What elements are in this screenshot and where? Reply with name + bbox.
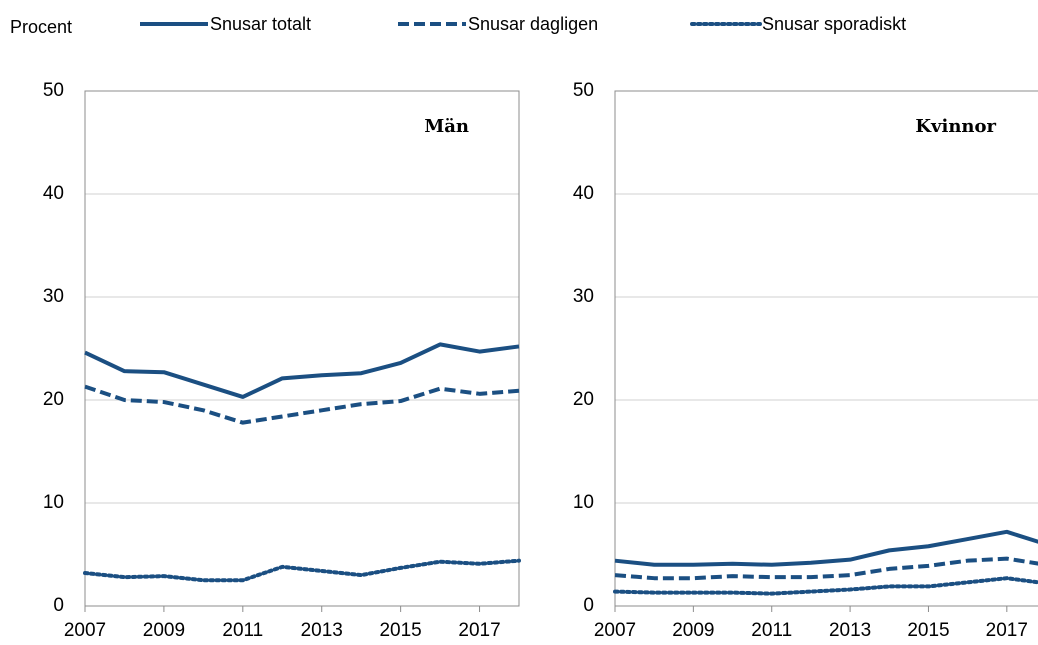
y-tick-label: 0 (53, 595, 64, 616)
y-tick-label: 10 (573, 492, 594, 513)
series-line (84, 342, 520, 399)
y-tick-label: 0 (583, 595, 594, 616)
x-tick-label: 2017 (458, 620, 500, 641)
x-tick-label: 2009 (143, 620, 185, 641)
panel-title: Kvinnor (915, 116, 996, 137)
x-tick-label: 2013 (301, 620, 343, 641)
y-tick-label: 30 (43, 286, 64, 307)
series-line (83, 558, 521, 583)
y-tick-label: 40 (573, 183, 594, 204)
y-tick-label: 20 (573, 389, 594, 410)
series-line (614, 529, 1038, 567)
legend-label: Snusar totalt (210, 14, 311, 34)
x-tick-label: 2013 (829, 620, 871, 641)
y-axis-label: Procent (10, 17, 72, 37)
series-line (614, 556, 1038, 581)
y-tick-label: 50 (43, 80, 64, 101)
x-tick-label: 2007 (594, 620, 636, 641)
legend-label: Snusar sporadiskt (762, 14, 906, 34)
x-tick-label: 2015 (907, 620, 949, 641)
panel-title: Män (424, 116, 469, 137)
y-tick-label: 30 (573, 286, 594, 307)
series-line (84, 384, 520, 425)
x-tick-label: 2011 (751, 620, 792, 641)
x-tick-label: 2017 (986, 620, 1028, 641)
y-tick-label: 40 (43, 183, 64, 204)
panel: 0 10 20 30 40 50 2007 2009 2011 2013 2015 2017 Män (43, 80, 521, 641)
y-tick-label: 10 (43, 492, 64, 513)
y-tick-label: 50 (573, 80, 594, 101)
legend-label: Snusar dagligen (468, 14, 598, 34)
plot-frame (84, 90, 520, 607)
plot-frame (614, 90, 1038, 607)
x-tick-label: 2015 (379, 620, 421, 641)
panel: 0 10 20 30 40 50 2007 2009 2011 2013 2015 2017 Kvinn… (573, 80, 1038, 641)
x-tick-label: 2009 (672, 620, 714, 641)
series-line (613, 576, 1038, 596)
x-tick-label: 2007 (64, 620, 106, 641)
y-tick-label: 20 (43, 389, 64, 410)
x-tick-label: 2011 (222, 620, 263, 641)
